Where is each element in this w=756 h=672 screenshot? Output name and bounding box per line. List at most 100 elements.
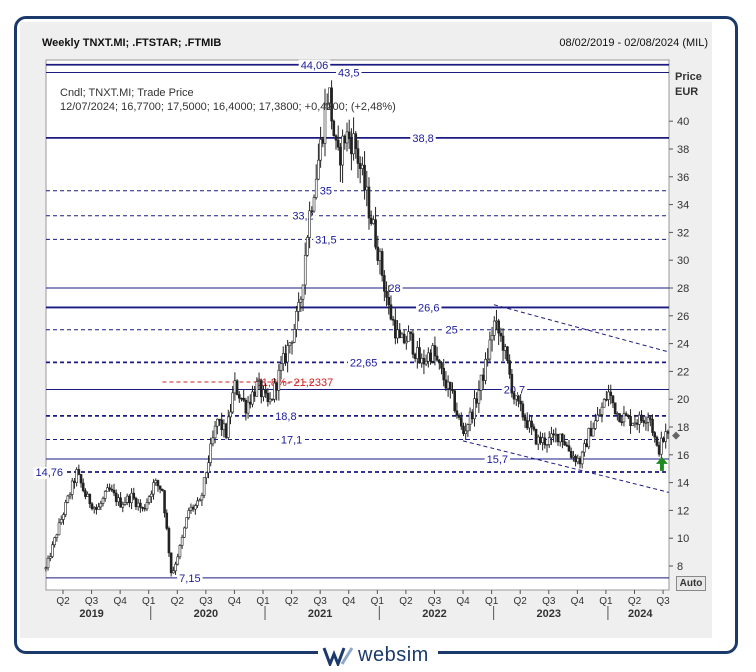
x-tick-label: Q4 [571, 596, 585, 607]
candle-body [433, 345, 437, 357]
candle-body [114, 492, 118, 503]
candle-body [194, 505, 197, 510]
candle-body [211, 437, 215, 445]
candle-body [387, 297, 391, 306]
candle-body [189, 506, 193, 511]
level-label-bg [177, 572, 203, 585]
level-label-bg [416, 302, 442, 315]
x-tick-label: Q1 [371, 596, 385, 607]
candle-body [235, 380, 239, 395]
level-label-bg [443, 324, 460, 337]
x-tick-label: Q2 [285, 596, 299, 607]
level-label: 17,1 [281, 435, 302, 447]
candle-body [110, 488, 114, 491]
candle-body [449, 381, 452, 391]
candle-body [569, 450, 573, 458]
x-tick-label: Q1 [599, 596, 613, 607]
candle-body [638, 414, 641, 425]
candle-body [442, 367, 446, 381]
candle-body [156, 480, 160, 487]
candle-body [664, 431, 668, 442]
candle-body [202, 477, 206, 496]
candle-body [528, 420, 531, 429]
candle-body [545, 444, 549, 446]
candle-body [607, 391, 610, 400]
candle-body [508, 360, 511, 375]
candle-body [444, 379, 448, 389]
candle-body [649, 417, 652, 420]
candle-body [383, 275, 386, 292]
x-tick-label: Q3 [656, 596, 670, 607]
candle-body [539, 436, 542, 443]
candle-body [301, 284, 305, 300]
candle-body [207, 462, 210, 474]
level-label-bg [386, 283, 403, 295]
candle-body [642, 420, 646, 423]
trendline [462, 440, 669, 493]
candle-body [574, 455, 577, 463]
candle-body [299, 298, 303, 303]
candle-body [48, 556, 52, 559]
candle-body [543, 437, 547, 445]
level-label-bg [410, 132, 436, 145]
y-tick-label: 40 [677, 116, 689, 128]
y-tick-label: 18 [677, 422, 689, 434]
y-tick-label: 34 [677, 200, 689, 212]
candle-body [609, 391, 613, 396]
candle-body [319, 139, 322, 161]
candle-body [79, 474, 83, 484]
candle-body [270, 398, 274, 401]
level-label: 38,8 [412, 133, 433, 145]
candle-body [97, 506, 100, 510]
candle-body [473, 398, 476, 420]
candle-body [616, 413, 619, 415]
candle-body [466, 424, 470, 432]
candle-body [347, 131, 351, 140]
candle-body [567, 445, 571, 452]
candle-body [407, 331, 410, 342]
level-label: 15,7 [487, 454, 508, 466]
legend-values: 12/07/2024; 16,7700; 17,5000; 16,4000; 1… [60, 101, 396, 113]
level-label: 14,76 [36, 467, 64, 479]
candle-body [264, 389, 267, 394]
level-label: 44,06 [301, 60, 329, 72]
y-tick-label: 20 [677, 394, 689, 406]
candle-body [424, 360, 428, 365]
level-label-bg [278, 434, 305, 447]
level-label-bg [317, 185, 335, 198]
candle-body [556, 433, 560, 443]
candle-body [536, 436, 540, 445]
auto-scale-button[interactable]: Auto [676, 576, 706, 591]
x-year-label: 2021 [308, 608, 332, 620]
candle-body [435, 355, 439, 361]
y-tick-label: 36 [677, 172, 689, 184]
candle-body [631, 423, 635, 426]
candle-body [389, 304, 393, 320]
candle-body [336, 139, 340, 148]
candle-body [345, 131, 349, 144]
candle-body [62, 514, 65, 520]
y-tick-label: 28 [677, 283, 689, 295]
x-tick-label: Q1 [142, 596, 156, 607]
y-tick-label: 14 [677, 478, 689, 490]
candle-body [490, 335, 494, 341]
candle-body [332, 120, 336, 137]
candle-body [367, 186, 371, 219]
candle-body [613, 402, 617, 415]
candle-body [622, 413, 626, 423]
candle-body [277, 369, 281, 391]
candle-body [378, 251, 382, 261]
candle-body [422, 358, 426, 365]
candle-body [459, 417, 463, 427]
candle-body [119, 497, 122, 508]
candle-body [624, 413, 628, 417]
x-tick-label: Q3 [542, 596, 556, 607]
candle-body [356, 148, 360, 164]
candle-body [402, 333, 406, 344]
candle-body [481, 374, 485, 381]
y-tick-label: 8 [677, 561, 683, 573]
candle-body [484, 359, 487, 381]
candle-body [627, 415, 630, 418]
level-label: 31,5 [315, 234, 336, 246]
